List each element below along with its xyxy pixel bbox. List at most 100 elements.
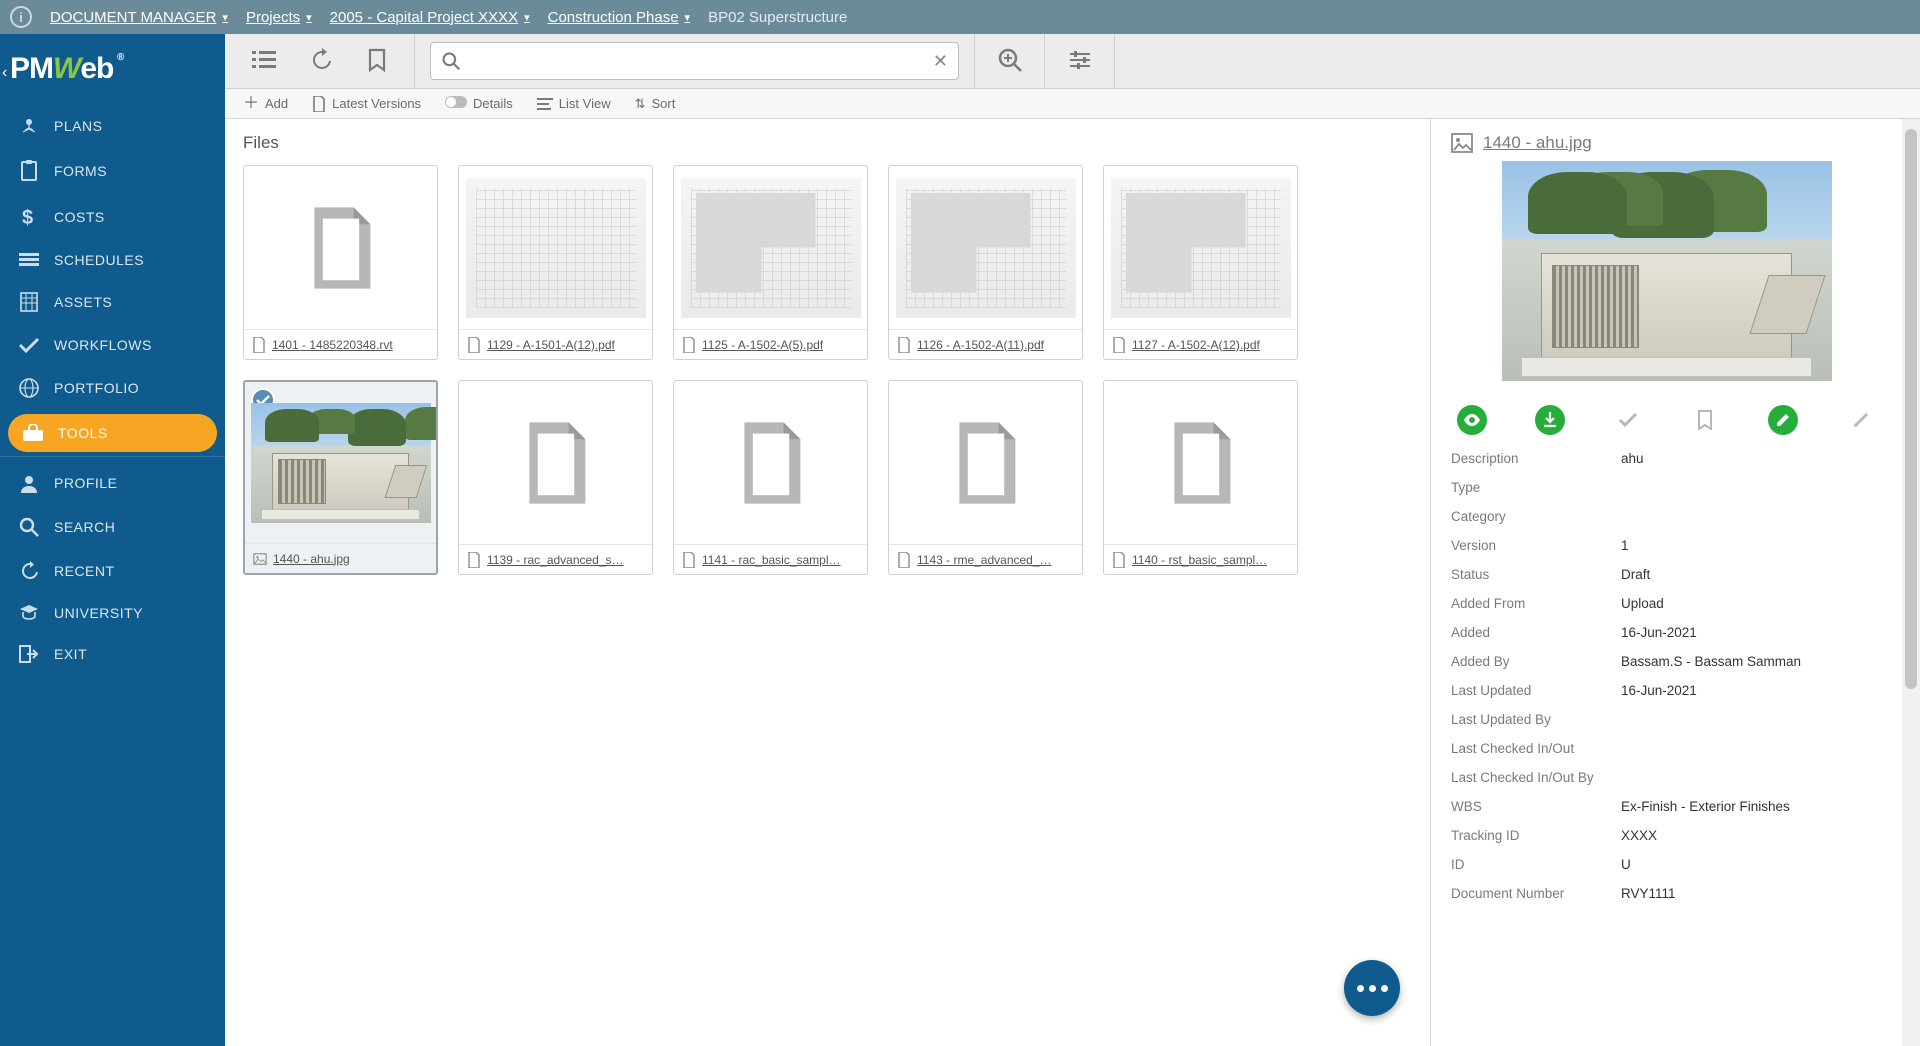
breadcrumb-l2-label: 2005 - Capital Project XXXX — [330, 9, 518, 26]
sidebar-item-plans[interactable]: PLANS — [0, 104, 225, 148]
meta-value: Draft — [1621, 567, 1882, 582]
listview-label: List View — [559, 96, 611, 111]
breadcrumb-l1-label: Projects — [246, 9, 300, 26]
file-card[interactable]: 1129 - A-1501-A(12).pdf — [458, 165, 653, 360]
meta-key: Last Updated By — [1451, 712, 1621, 727]
meta-value — [1621, 770, 1882, 785]
nav-icon — [22, 424, 44, 442]
sidebar-item-label: PROFILE — [54, 475, 117, 491]
meta-value: ahu — [1621, 451, 1882, 466]
search-icon — [441, 51, 461, 71]
check-button[interactable] — [1613, 405, 1643, 435]
nav-icon — [18, 561, 40, 581]
file-card[interactable]: 1126 - A-1502-A(11).pdf — [888, 165, 1083, 360]
details-filename[interactable]: 1440 - ahu.jpg — [1483, 133, 1592, 153]
add-button[interactable]: ＋ Add — [243, 96, 288, 112]
meta-key: Document Number — [1451, 886, 1621, 901]
fab-button[interactable] — [1344, 960, 1400, 1016]
sidebar-item-schedules[interactable]: SCHEDULES — [0, 240, 225, 280]
bookmark-button[interactable] — [1690, 405, 1720, 435]
file-card[interactable]: 1141 - rac_basic_sampl… — [673, 380, 868, 575]
file-thumbnail — [889, 166, 1082, 329]
collapse-sidebar-icon[interactable]: ‹ — [2, 64, 7, 82]
file-name[interactable]: 1140 - rst_basic_sampl… — [1132, 553, 1267, 567]
sidebar-item-label: ASSETS — [54, 294, 112, 310]
sidebar-item-exit[interactable]: EXIT — [0, 633, 225, 675]
actions-toolbar: ＋ Add Latest Versions Details List View … — [225, 89, 1920, 119]
sidebar: ‹ PMWeb® PLANSFORMS$COSTSSCHEDULESASSETS… — [0, 34, 225, 1046]
sidebar-item-portfolio[interactable]: PORTFOLIO — [0, 366, 225, 410]
meta-value — [1621, 480, 1882, 495]
add-label: Add — [265, 96, 288, 111]
dot-icon — [1369, 985, 1376, 992]
sidebar-item-forms[interactable]: FORMS — [0, 148, 225, 194]
zoom-in-icon[interactable] — [997, 47, 1023, 76]
file-name[interactable]: 1125 - A-1502-A(5).pdf — [702, 338, 823, 352]
clear-search-icon[interactable]: ✕ — [933, 51, 948, 72]
nav-icon — [18, 645, 40, 663]
file-card[interactable]: 1401 - 1485220348.rvt — [243, 165, 438, 360]
file-name[interactable]: 1440 - ahu.jpg — [273, 552, 350, 566]
sort-button[interactable]: ⇅ Sort — [635, 96, 676, 112]
brush-button[interactable] — [1846, 405, 1876, 435]
meta-key: Added By — [1451, 654, 1621, 669]
details-toggle[interactable]: Details — [445, 96, 513, 111]
breadcrumb-leaf: BP02 Superstructure — [708, 9, 847, 26]
sliders-icon[interactable] — [1068, 48, 1092, 75]
scrollbar-thumb[interactable] — [1905, 129, 1917, 689]
sidebar-item-costs[interactable]: $COSTS — [0, 194, 225, 240]
breadcrumb-phase[interactable]: Construction Phase ▾ — [548, 9, 690, 26]
breadcrumb-projects[interactable]: Projects ▾ — [246, 9, 312, 26]
download-button[interactable] — [1535, 405, 1565, 435]
nav-icon — [18, 160, 40, 182]
file-footer: 1141 - rac_basic_sampl… — [674, 544, 867, 574]
file-name[interactable]: 1139 - rac_advanced_s… — [487, 553, 624, 567]
file-name[interactable]: 1141 - rac_basic_sampl… — [702, 553, 841, 567]
sidebar-item-tools[interactable]: TOOLS — [8, 414, 217, 452]
meta-key: Added From — [1451, 596, 1621, 611]
file-card[interactable]: 1139 - rac_advanced_s… — [458, 380, 653, 575]
sidebar-item-search[interactable]: SEARCH — [0, 505, 225, 549]
file-name[interactable]: 1401 - 1485220348.rvt — [272, 338, 393, 352]
info-icon[interactable]: i — [10, 6, 32, 28]
sidebar-item-workflows[interactable]: WORKFLOWS — [0, 324, 225, 366]
file-card[interactable]: 1143 - rme_advanced_… — [888, 380, 1083, 575]
files-title: Files — [243, 133, 1412, 153]
file-card[interactable]: 1140 - rst_basic_sampl… — [1103, 380, 1298, 575]
meta-key: Category — [1451, 509, 1621, 524]
meta-value: XXXX — [1621, 828, 1882, 843]
dot-icon — [1381, 985, 1388, 992]
breadcrumb-root[interactable]: DOCUMENT MANAGER ▾ — [50, 9, 228, 26]
meta-key: ID — [1451, 857, 1621, 872]
history-icon[interactable] — [309, 48, 333, 75]
file-name[interactable]: 1129 - A-1501-A(12).pdf — [487, 338, 615, 352]
sidebar-item-recent[interactable]: RECENT — [0, 549, 225, 593]
latest-versions-button[interactable]: Latest Versions — [312, 96, 421, 112]
sidebar-item-label: SCHEDULES — [54, 252, 144, 268]
breadcrumb-project[interactable]: 2005 - Capital Project XXXX ▾ — [330, 9, 530, 26]
breadcrumb-leaf-label: BP02 Superstructure — [708, 9, 847, 26]
file-name[interactable]: 1127 - A-1502-A(12).pdf — [1132, 338, 1260, 352]
sidebar-item-label: RECENT — [54, 563, 115, 579]
search-input[interactable] — [461, 53, 933, 69]
view-button[interactable] — [1457, 405, 1487, 435]
file-name[interactable]: 1126 - A-1502-A(11).pdf — [917, 338, 1044, 352]
chevron-down-icon: ▾ — [306, 11, 312, 24]
file-card[interactable]: 1125 - A-1502-A(5).pdf — [673, 165, 868, 360]
sidebar-item-profile[interactable]: PROFILE — [0, 456, 225, 505]
list-view-button[interactable]: List View — [537, 96, 611, 111]
sidebar-item-label: FORMS — [54, 163, 107, 179]
file-card[interactable]: 1440 - ahu.jpg — [243, 380, 438, 575]
search-box[interactable]: ✕ — [430, 42, 959, 80]
list-toggle-icon[interactable] — [252, 49, 276, 74]
scrollbar[interactable] — [1902, 119, 1920, 1046]
file-footer: 1143 - rme_advanced_… — [889, 544, 1082, 574]
file-card[interactable]: 1127 - A-1502-A(12).pdf — [1103, 165, 1298, 360]
sidebar-item-university[interactable]: UNIVERSITY — [0, 593, 225, 633]
file-footer: 1127 - A-1502-A(12).pdf — [1104, 329, 1297, 359]
edit-button[interactable] — [1768, 405, 1798, 435]
breadcrumb-bar: i DOCUMENT MANAGER ▾ Projects ▾ 2005 - C… — [0, 0, 1920, 34]
sidebar-item-assets[interactable]: ASSETS — [0, 280, 225, 324]
bookmark-icon[interactable] — [366, 48, 388, 75]
file-name[interactable]: 1143 - rme_advanced_… — [917, 553, 1052, 567]
